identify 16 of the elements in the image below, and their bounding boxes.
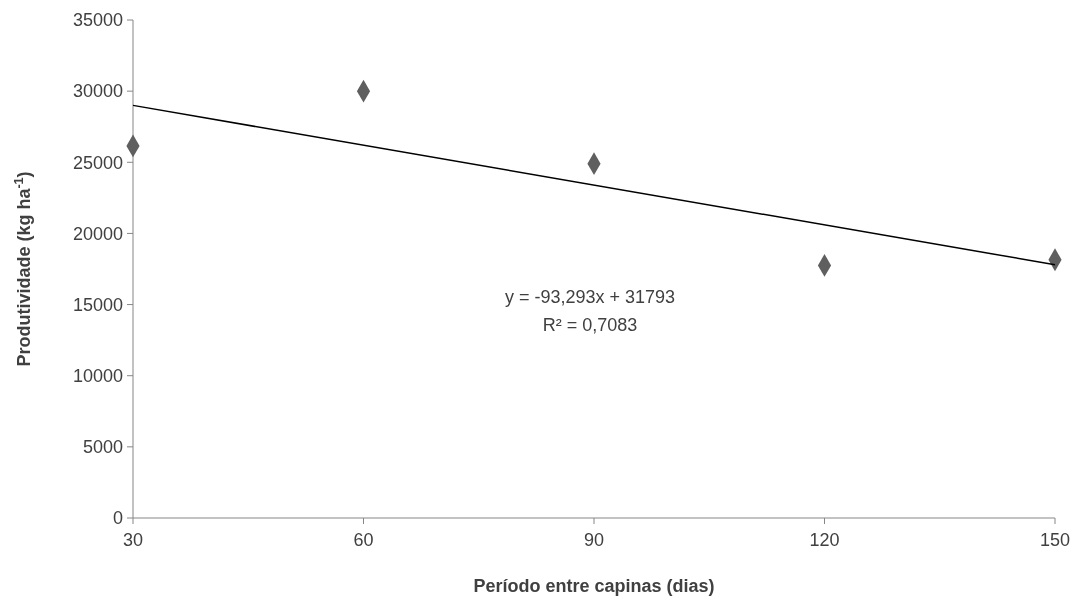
annotation: y = -93,293x + 31793 [504, 287, 676, 307]
y-tick-label: 5000 [82, 437, 123, 458]
annotation: R² = 0,7083 [542, 315, 638, 335]
x-tick-label: 30 [122, 530, 144, 550]
y-tick-label: 35000 [72, 10, 123, 31]
x-tick-label: 60 [353, 530, 374, 550]
y-tick-label: 20000 [72, 223, 123, 244]
y-tick-label: 0 [112, 508, 123, 529]
x-tick-label: 120 [809, 530, 840, 550]
y-tick-label: 10000 [72, 366, 123, 387]
y-tick-label: 25000 [72, 152, 123, 173]
y-tick-label: 15000 [72, 294, 123, 315]
x-axis-title: Período entre capinas (dias) [473, 576, 715, 596]
x-tick-label: 150 [1039, 530, 1071, 550]
y-tick-label: 30000 [72, 81, 123, 102]
x-tick-label: 90 [583, 530, 605, 550]
